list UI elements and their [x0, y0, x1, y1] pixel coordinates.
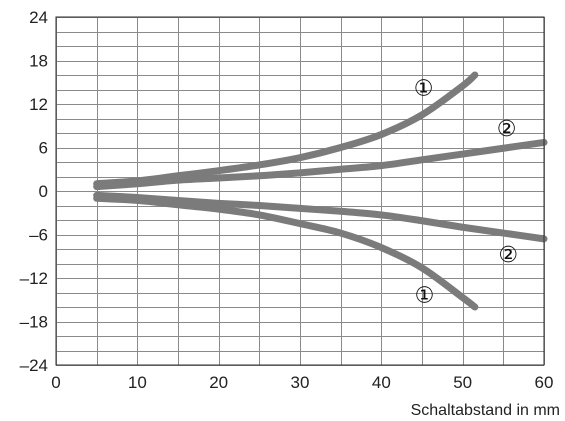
label-1-upper: ① [414, 76, 434, 101]
x-tick-label: 20 [209, 373, 228, 392]
series-lines [93, 71, 548, 311]
curve-2-upper-line [93, 138, 548, 191]
y-tick-label: –12 [20, 269, 48, 288]
y-tick-label: –18 [20, 313, 48, 332]
curve-1-lower-line [93, 194, 479, 311]
y-tick-label: –24 [20, 356, 48, 375]
x-tick-label: 30 [291, 373, 310, 392]
tick-labels: 0 10 20 30 40 50 60 –24 –18 –12 –6 0 6 12 18 24 [20, 8, 554, 392]
label-2-upper: ② [497, 117, 517, 142]
label-1-lower: ① [415, 284, 435, 309]
label-2-lower: ② [498, 243, 518, 268]
curve-1-upper-line [93, 71, 479, 188]
y-tick-label: –6 [29, 226, 48, 245]
x-tick-label: 10 [128, 373, 147, 392]
curve-2-lower-line [93, 191, 548, 243]
x-tick-label: 40 [372, 373, 391, 392]
y-tick-label: 12 [29, 95, 48, 114]
curve-labels: ① ② ② ① [414, 76, 518, 308]
y-tick-label: 18 [29, 52, 48, 71]
y-tick-label: 24 [29, 8, 48, 27]
x-axis-label: Schaltabstand in mm [411, 402, 560, 419]
x-tick-label: 60 [535, 373, 554, 392]
grid [56, 17, 545, 366]
x-tick-label: 0 [51, 373, 60, 392]
x-tick-label: 50 [453, 373, 472, 392]
y-tick-label: 0 [39, 182, 48, 201]
y-tick-label: 6 [39, 139, 48, 158]
plot-frame [55, 16, 545, 366]
